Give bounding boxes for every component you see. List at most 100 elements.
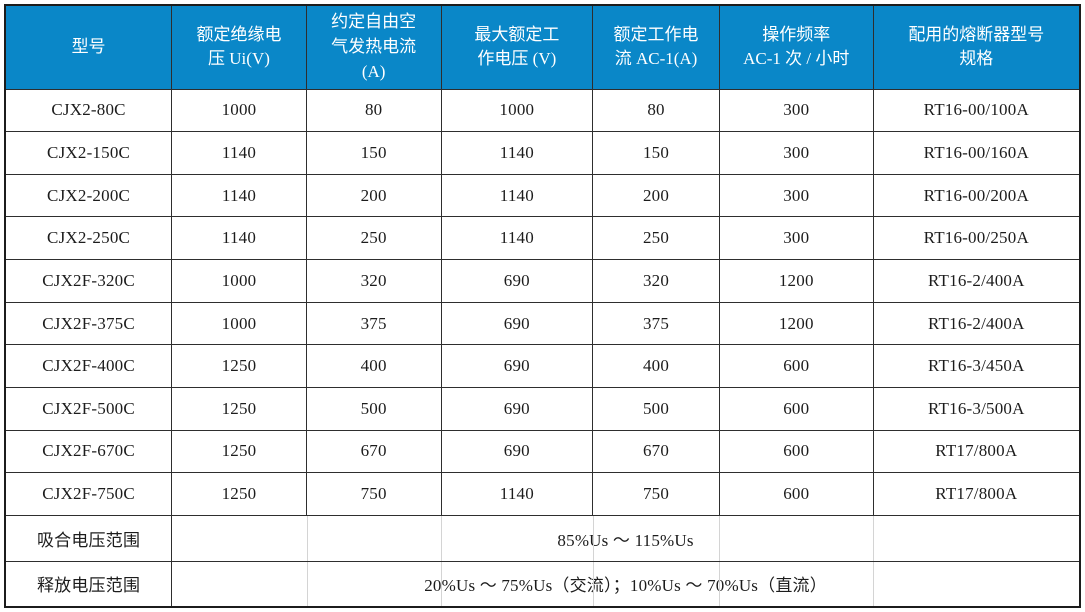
faint-column-line bbox=[306, 562, 308, 606]
model-cell: CJX2-80C bbox=[4, 88, 173, 133]
value-cell: RT17/800A bbox=[872, 472, 1081, 516]
value-cell: 150 bbox=[592, 131, 720, 175]
faint-column-line bbox=[872, 516, 874, 561]
value-cell: 320 bbox=[592, 259, 720, 303]
model-cell: CJX2F-750C bbox=[4, 472, 173, 516]
value-cell: 400 bbox=[592, 344, 720, 388]
pickup-voltage-range-text: 85%Us ～ 115%Us bbox=[557, 530, 694, 550]
value-cell: 250 bbox=[592, 216, 720, 261]
model-cell: CJX2-150C bbox=[4, 131, 173, 175]
value-cell: 1250 bbox=[171, 344, 307, 388]
value-cell: RT17/800A bbox=[872, 429, 1081, 474]
value-cell: 670 bbox=[305, 429, 442, 474]
value-cell: 80 bbox=[305, 88, 442, 133]
value-cell: 250 bbox=[305, 216, 442, 261]
value-cell: 1250 bbox=[171, 472, 307, 516]
table-row: CJX2F-750C 1250 750 1140 750 600 RT17/800A bbox=[4, 472, 1081, 516]
table-row: CJX2-150C 1140 150 1140 150 300 RT16-00/160A bbox=[4, 131, 1081, 175]
value-cell: 690 bbox=[440, 386, 594, 431]
value-cell: RT16-00/100A bbox=[872, 88, 1081, 133]
value-cell: 1250 bbox=[171, 429, 307, 474]
value-cell: 375 bbox=[592, 301, 720, 346]
header-cell-rated-insulation-voltage: 额定绝缘电 压 Ui(V) bbox=[171, 4, 307, 90]
value-cell: 200 bbox=[305, 173, 442, 218]
value-cell: 750 bbox=[305, 472, 442, 516]
faint-column-line bbox=[872, 562, 874, 606]
value-cell: 1140 bbox=[440, 131, 594, 175]
table-row: CJX2F-500C 1250 500 690 500 600 RT16-3/500A bbox=[4, 386, 1081, 431]
footer-row-release-voltage-range: 释放电压范围 20%Us ～ 75%Us（交流）；10%Us ～ 70%Us（直… bbox=[4, 560, 1081, 608]
value-cell: 300 bbox=[718, 216, 874, 261]
value-cell: 300 bbox=[718, 173, 874, 218]
table-footer: 吸合电压范围 85%Us ～ 115%Us 释放电压范围 bbox=[4, 514, 1081, 608]
model-cell: CJX2F-400C bbox=[4, 344, 173, 388]
value-cell: 500 bbox=[305, 386, 442, 431]
value-cell: 600 bbox=[718, 429, 874, 474]
header-cell-operating-frequency: 操作频率 AC-1 次 / 小时 bbox=[718, 4, 874, 90]
value-cell: RT16-00/200A bbox=[872, 173, 1081, 218]
header-cell-fuse-model-spec: 配用的熔断器型号 规格 bbox=[872, 4, 1081, 90]
faint-column-line bbox=[441, 516, 443, 561]
value-cell: 80 bbox=[592, 88, 720, 133]
table-row: CJX2-200C 1140 200 1140 200 300 RT16-00/200A bbox=[4, 173, 1081, 218]
faint-column-line bbox=[306, 516, 308, 561]
value-cell: 200 bbox=[592, 173, 720, 218]
table-row: CJX2F-400C 1250 400 690 400 600 RT16-3/450A bbox=[4, 344, 1081, 388]
value-cell: 300 bbox=[718, 131, 874, 175]
model-cell: CJX2F-670C bbox=[4, 429, 173, 474]
header-cell-max-rated-operating-voltage: 最大额定工 作电压 (V) bbox=[440, 4, 594, 90]
value-cell: 1200 bbox=[718, 301, 874, 346]
value-cell: 750 bbox=[592, 472, 720, 516]
model-cell: CJX2F-500C bbox=[4, 386, 173, 431]
value-cell: 1140 bbox=[440, 472, 594, 516]
value-cell: 1140 bbox=[440, 173, 594, 218]
table-row: CJX2-80C 1000 80 1000 80 300 RT16-00/100A bbox=[4, 88, 1081, 133]
value-cell: 670 bbox=[592, 429, 720, 474]
model-cell: CJX2F-320C bbox=[4, 259, 173, 303]
value-cell: 1140 bbox=[171, 173, 307, 218]
value-cell: 600 bbox=[718, 344, 874, 388]
value-cell: RT16-3/450A bbox=[872, 344, 1081, 388]
release-voltage-range-text: 20%Us ～ 75%Us（交流）；10%Us ～ 70%Us（直流） bbox=[424, 576, 827, 596]
footer-row-pickup-voltage-range: 吸合电压范围 85%Us ～ 115%Us bbox=[4, 514, 1081, 562]
value-cell: 1000 bbox=[171, 259, 307, 303]
footer-label-pickup-voltage-range: 吸合电压范围 bbox=[4, 514, 173, 562]
value-cell: 1000 bbox=[440, 88, 594, 133]
model-cell: CJX2-250C bbox=[4, 216, 173, 261]
header-row: 型号 额定绝缘电 压 Ui(V) 约定自由空 气发热电流 (A) 最大额定工 作… bbox=[4, 4, 1081, 90]
table-row: CJX2F-375C 1000 375 690 375 1200 RT16-2/400A bbox=[4, 301, 1081, 346]
table-row: CJX2F-670C 1250 670 690 670 600 RT17/800A bbox=[4, 429, 1081, 474]
value-cell: 1000 bbox=[171, 88, 307, 133]
value-cell: 600 bbox=[718, 386, 874, 431]
value-cell: 690 bbox=[440, 344, 594, 388]
table-header: 型号 额定绝缘电 压 Ui(V) 约定自由空 气发热电流 (A) 最大额定工 作… bbox=[4, 4, 1081, 90]
value-cell: RT16-00/160A bbox=[872, 131, 1081, 175]
value-cell: 1000 bbox=[171, 301, 307, 346]
value-cell: RT16-2/400A bbox=[872, 259, 1081, 303]
value-cell: 600 bbox=[718, 472, 874, 516]
model-cell: CJX2F-375C bbox=[4, 301, 173, 346]
header-cell-model: 型号 bbox=[4, 4, 173, 90]
value-cell: 400 bbox=[305, 344, 442, 388]
value-cell: 500 bbox=[592, 386, 720, 431]
footer-value-release-voltage-range: 20%Us ～ 75%Us（交流）；10%Us ～ 70%Us（直流） bbox=[171, 560, 1081, 608]
value-cell: RT16-00/250A bbox=[872, 216, 1081, 261]
table-row: CJX2-250C 1140 250 1140 250 300 RT16-00/250A bbox=[4, 216, 1081, 261]
header-cell-rated-operating-current: 额定工作电 流 AC-1(A) bbox=[592, 4, 720, 90]
value-cell: 320 bbox=[305, 259, 442, 303]
value-cell: 690 bbox=[440, 301, 594, 346]
faint-column-line bbox=[719, 516, 721, 561]
value-cell: 1140 bbox=[171, 216, 307, 261]
value-cell: 1200 bbox=[718, 259, 874, 303]
value-cell: RT16-3/500A bbox=[872, 386, 1081, 431]
value-cell: 1140 bbox=[440, 216, 594, 261]
value-cell: 1250 bbox=[171, 386, 307, 431]
table-body: CJX2-80C 1000 80 1000 80 300 RT16-00/100A CJX2-… bbox=[4, 88, 1081, 516]
value-cell: 690 bbox=[440, 429, 594, 474]
footer-value-pickup-voltage-range: 85%Us ～ 115%Us bbox=[171, 514, 1081, 562]
table-row: CJX2F-320C 1000 320 690 320 1200 RT16-2/400A bbox=[4, 259, 1081, 303]
value-cell: RT16-2/400A bbox=[872, 301, 1081, 346]
value-cell: 1140 bbox=[171, 131, 307, 175]
value-cell: 150 bbox=[305, 131, 442, 175]
